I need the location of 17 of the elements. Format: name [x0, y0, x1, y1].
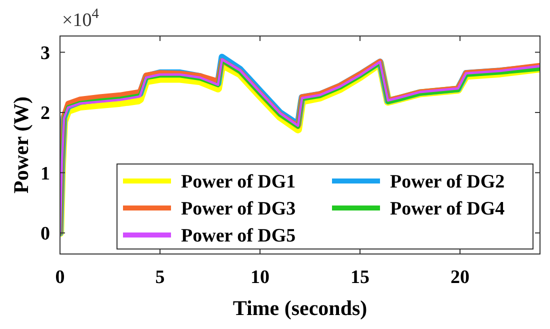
- text: ×10$^{4}$: [62, 6, 99, 31]
- legend-label: Power of DG4: [390, 198, 506, 220]
- legend-label: Power of DG1: [181, 172, 296, 193]
- y-tick-label: 1: [40, 163, 50, 184]
- legend-label: Power of DG5: [181, 226, 296, 247]
- x-tick-label: 10: [250, 267, 270, 288]
- y-axis-title: Power (W): [9, 96, 33, 194]
- x-tick-label: 5: [155, 267, 165, 288]
- x-tick-label: 15: [350, 267, 370, 288]
- x-tick-label: 20: [450, 267, 470, 288]
- legend-label: Power of DG3: [181, 198, 296, 220]
- y-tick-label: 2: [40, 103, 50, 124]
- x-tick-label: 0: [55, 267, 65, 288]
- y-tick-label: 3: [40, 42, 50, 64]
- legend-label: Power of DG2: [390, 172, 505, 193]
- x-axis-title: Time (seconds): [232, 296, 368, 320]
- y-tick-label: 0: [40, 224, 50, 245]
